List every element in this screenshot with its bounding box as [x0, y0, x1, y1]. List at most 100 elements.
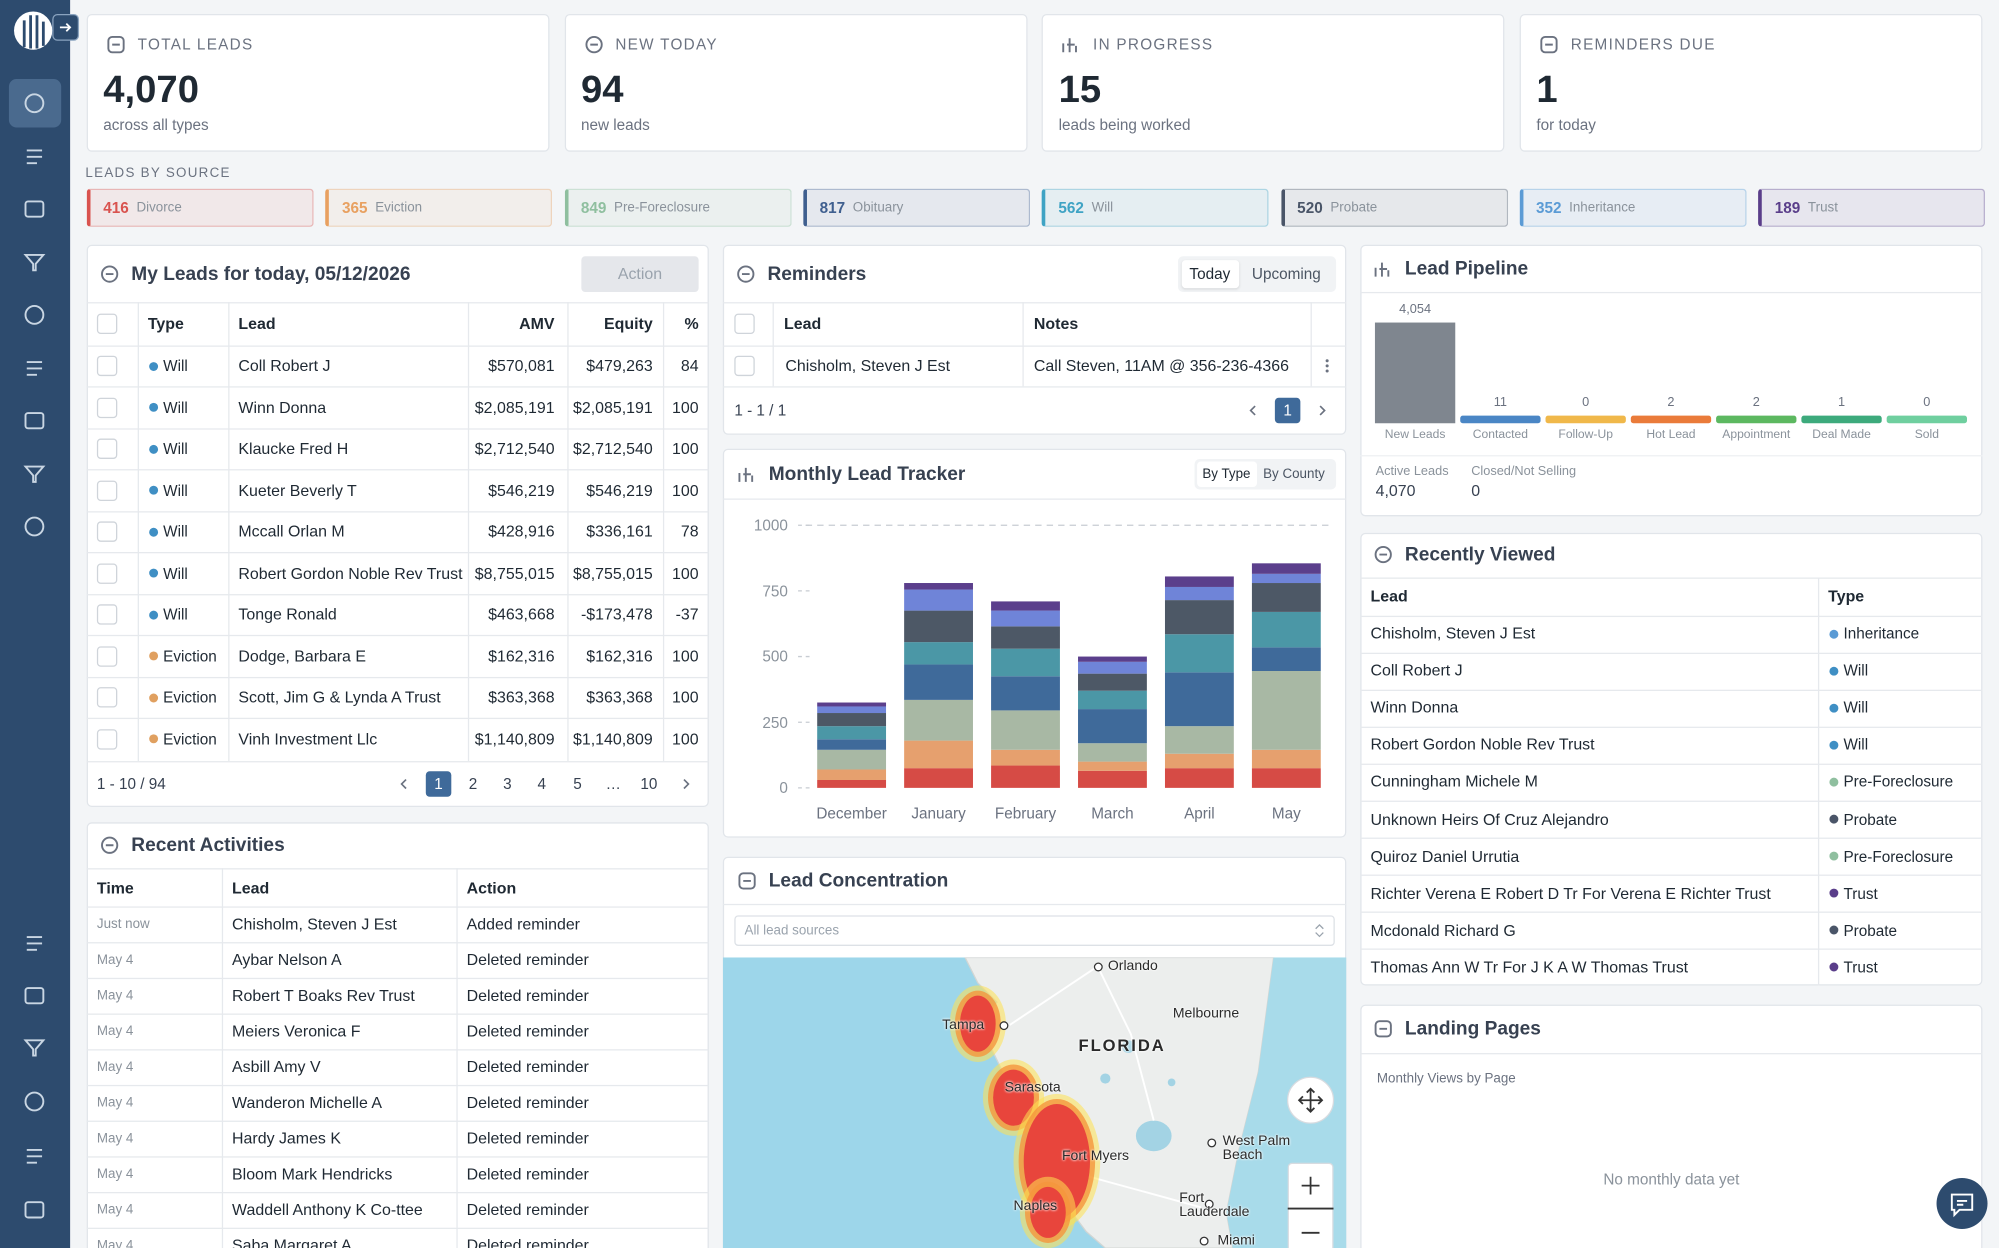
lead-name[interactable]: Dodge, Barbara E: [238, 646, 366, 665]
prev-page[interactable]: [398, 778, 411, 791]
source-chip[interactable]: 849 Pre-Foreclosure: [564, 188, 792, 227]
checkbox[interactable]: [96, 521, 118, 542]
page-number[interactable]: 1: [1283, 401, 1292, 420]
chat-button[interactable]: [1935, 1177, 1989, 1231]
tab-active[interactable]: [1197, 461, 1258, 488]
action-button[interactable]: [581, 256, 699, 292]
lead-name[interactable]: Vinh Investment Llc: [238, 729, 378, 748]
activity-lead[interactable]: Wanderon Michelle A: [232, 1093, 383, 1112]
tab-active[interactable]: [1181, 260, 1240, 289]
page-active[interactable]: [1274, 397, 1301, 424]
checkbox[interactable]: [96, 397, 118, 418]
tab[interactable]: By County: [1263, 466, 1325, 482]
lead-source-select[interactable]: [734, 915, 1335, 946]
page-number[interactable]: …: [605, 775, 621, 793]
tab[interactable]: Upcoming: [1251, 265, 1321, 284]
page-number[interactable]: 3: [503, 775, 512, 793]
checkbox[interactable]: [96, 313, 118, 335]
viewed-lead[interactable]: Winn Donna: [1370, 698, 1459, 717]
checkbox[interactable]: [96, 687, 118, 708]
select-value[interactable]: All lead sources: [744, 923, 840, 939]
nav-icon[interactable]: [22, 514, 47, 539]
action-label[interactable]: Action: [617, 265, 663, 284]
activity-lead[interactable]: Meiers Veronica F: [232, 1022, 361, 1041]
reminder-lead[interactable]: Chisholm, Steven J Est: [785, 356, 951, 375]
next-page[interactable]: [1316, 404, 1329, 417]
viewed-lead[interactable]: Thomas Ann W Tr For J K A W Thomas Trust: [1370, 958, 1689, 977]
nav-icon[interactable]: [22, 91, 47, 116]
activity-lead[interactable]: Waddell Anthony K Co-ttee: [232, 1200, 423, 1219]
category-label: Hot Lead: [1646, 427, 1696, 442]
source-chip[interactable]: 562 Will: [1041, 188, 1269, 227]
lead-name[interactable]: Kueter Beverly T: [238, 481, 357, 500]
tab[interactable]: By Type: [1202, 466, 1251, 482]
nav-icon[interactable]: [22, 356, 47, 381]
activity-lead[interactable]: Asbill Amy V: [232, 1058, 321, 1076]
source-chip[interactable]: 416 Divorce: [86, 188, 314, 227]
activity-lead[interactable]: Aybar Nelson A: [232, 951, 342, 969]
lead-name[interactable]: Winn Donna: [238, 398, 327, 417]
activity-lead[interactable]: Saba Margaret A: [232, 1236, 352, 1248]
page-active[interactable]: [425, 771, 452, 797]
checkbox[interactable]: [734, 355, 755, 377]
viewed-lead[interactable]: Chisholm, Steven J Est: [1370, 624, 1536, 643]
source-chip[interactable]: 520 Probate: [1280, 188, 1508, 227]
viewed-lead[interactable]: Cunningham Michele M: [1370, 773, 1538, 791]
activity-lead[interactable]: Chisholm, Steven J Est: [232, 915, 397, 934]
next-page[interactable]: [680, 778, 693, 791]
checkbox[interactable]: [96, 438, 118, 459]
lead-name[interactable]: Klaucke Fred H: [238, 439, 349, 458]
source-chip[interactable]: 352 Inheritance: [1519, 188, 1747, 227]
checkbox[interactable]: [96, 479, 118, 501]
nav-icon[interactable]: [22, 1144, 47, 1169]
checkbox[interactable]: [96, 355, 118, 377]
page-number[interactable]: 10: [640, 775, 658, 793]
lead-name[interactable]: Scott, Jim G & Lynda A Trust: [238, 688, 441, 707]
nav-icon[interactable]: [22, 1035, 47, 1060]
nav-icon[interactable]: [22, 462, 47, 487]
lead-name[interactable]: Robert Gordon Noble Rev Trust: [238, 564, 463, 582]
viewed-lead[interactable]: Robert Gordon Noble Rev Trust: [1370, 735, 1595, 754]
viewed-lead[interactable]: Unknown Heirs Of Cruz Alejandro: [1370, 810, 1609, 829]
page-number[interactable]: 5: [573, 775, 582, 793]
lead-name[interactable]: Tonge Ronald: [238, 605, 337, 624]
source-chip[interactable]: 189 Trust: [1758, 188, 1986, 227]
checkbox[interactable]: [734, 313, 755, 335]
viewed-lead[interactable]: Mcdonald Richard G: [1370, 921, 1516, 940]
row-menu[interactable]: [1321, 357, 1334, 375]
source-chip[interactable]: 817 Obituary: [803, 188, 1030, 227]
sidebar-toggle[interactable]: [52, 14, 80, 41]
viewed-lead[interactable]: Richter Verena E Robert D Tr For Verena …: [1370, 884, 1771, 903]
nav-icon[interactable]: [22, 1089, 47, 1114]
checkbox[interactable]: [96, 645, 118, 667]
page-number[interactable]: 4: [537, 775, 547, 793]
activity-lead[interactable]: Bloom Mark Hendricks: [232, 1165, 393, 1184]
checkbox[interactable]: [96, 604, 118, 625]
nav-icon[interactable]: [22, 983, 47, 1008]
page-number[interactable]: 1: [434, 775, 443, 793]
source-chip[interactable]: 365 Eviction: [325, 188, 553, 227]
checkbox[interactable]: [96, 562, 118, 584]
nav-icon[interactable]: [22, 250, 47, 275]
activity-lead[interactable]: Robert T Boaks Rev Trust: [232, 986, 415, 1005]
toggle-icon[interactable]: [56, 18, 75, 37]
nav-icon[interactable]: [22, 408, 47, 433]
page-number[interactable]: 2: [468, 775, 478, 793]
viewed-lead[interactable]: Coll Robert J: [1370, 661, 1463, 680]
nav-icon[interactable]: [22, 144, 47, 169]
lead-name[interactable]: Coll Robert J: [238, 356, 331, 375]
activity-lead[interactable]: Hardy James K: [232, 1129, 341, 1148]
nav-item-active[interactable]: [8, 79, 62, 128]
nav-icon[interactable]: [22, 1197, 47, 1222]
viewed-lead[interactable]: Quiroz Daniel Urrutia: [1370, 847, 1520, 866]
fullscreen-button[interactable]: [1286, 1076, 1335, 1124]
nav-icon[interactable]: [22, 302, 47, 327]
source-count: 562: [1058, 198, 1084, 217]
zoom-control[interactable]: [1287, 1162, 1334, 1248]
lead-name[interactable]: Mccall Orlan M: [238, 522, 345, 541]
nav-icon[interactable]: [22, 196, 47, 221]
checkbox[interactable]: [96, 728, 118, 749]
prev-page[interactable]: [1247, 404, 1260, 417]
tab[interactable]: Today: [1189, 265, 1231, 284]
nav-icon[interactable]: [22, 931, 47, 956]
